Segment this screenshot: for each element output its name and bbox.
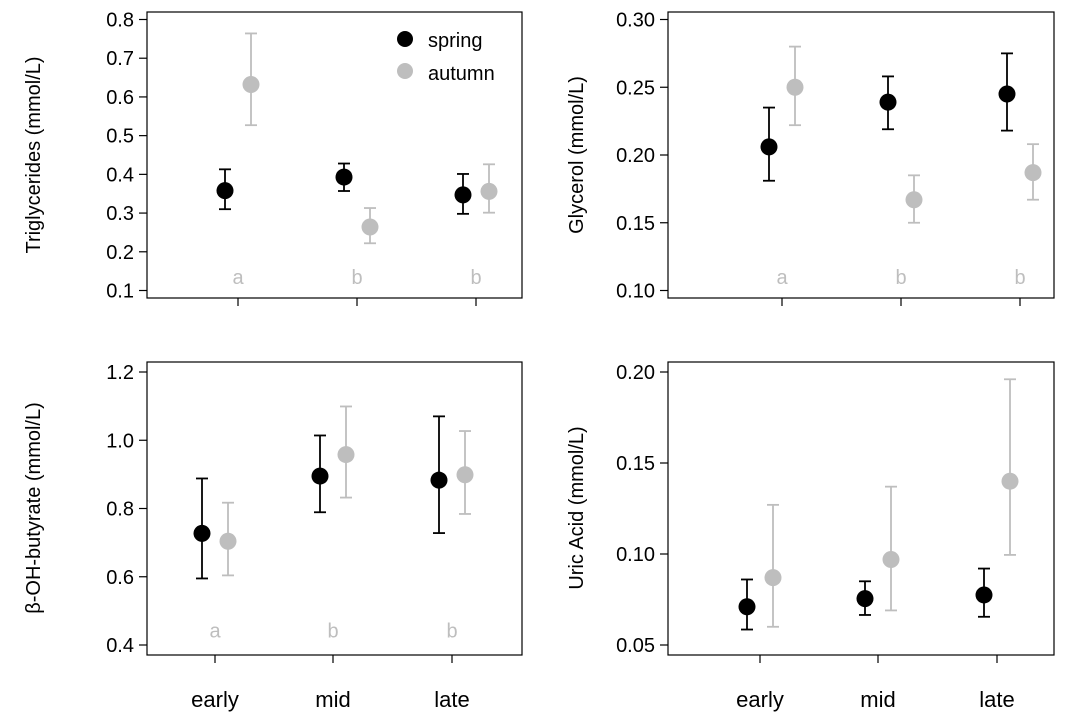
significance-letter: b: [1014, 267, 1025, 289]
y-tick-label: 0.7: [106, 48, 134, 70]
plot-frame: [146, 11, 523, 299]
y-tick-label: 0.8: [106, 10, 134, 32]
data-point-spring-early: [760, 138, 778, 156]
data-point-autumn-late: [480, 182, 498, 200]
data-point-autumn-mid: [905, 191, 923, 209]
y-tick-label: 0.20: [616, 145, 655, 167]
data-point-autumn-mid: [337, 446, 355, 464]
data-point-autumn-mid: [882, 550, 900, 568]
data-point-spring-mid: [335, 168, 353, 186]
y-tick-label: 0.6: [106, 87, 134, 109]
legend-marker-spring: [397, 31, 413, 47]
y-tick-label: 1.2: [106, 362, 134, 384]
legend: spring autumn: [397, 30, 495, 85]
data-point-spring-late: [975, 586, 993, 604]
y-tick-label: 0.6: [106, 567, 134, 589]
x-tick-label-early: early: [191, 687, 239, 712]
significance-letter: b: [895, 267, 906, 289]
data-point-autumn-late: [1001, 472, 1019, 490]
y-tick-label: 0.4: [106, 635, 134, 657]
significance-letter: a: [776, 267, 788, 289]
data-point-spring-early: [193, 524, 211, 542]
significance-letter: a: [232, 267, 244, 289]
x-tick-label-late: late: [434, 687, 469, 712]
y-tick-label: 0.10: [616, 281, 655, 303]
significance-letter: b: [351, 267, 362, 289]
data-point-autumn-late: [456, 466, 474, 484]
plot-frame: [667, 361, 1055, 656]
legend-marker-autumn: [397, 63, 413, 79]
significance-letter: b: [327, 620, 338, 642]
y-tick-label: 0.10: [616, 544, 655, 566]
y-axis-label: Uric Acid (mmol/L): [566, 426, 588, 589]
data-point-autumn-early: [764, 569, 782, 587]
y-tick-label: 0.4: [106, 164, 134, 186]
y-tick-label: 0.30: [616, 10, 655, 32]
y-tick-label: 0.1: [106, 281, 134, 303]
data-point-spring-early: [216, 182, 234, 200]
data-point-autumn-late: [1024, 164, 1042, 182]
x-tick-label-late: late: [979, 687, 1014, 712]
legend-label-spring: spring: [428, 30, 482, 52]
x-tick-label-early: early: [736, 687, 784, 712]
plot-frame: [667, 11, 1055, 299]
y-axis-label: β-OH-butyrate (mmol/L): [23, 402, 45, 614]
panel-uric-acid: Uric Acid (mmol/L) 0.05 0.10 0.15 0.20 early…: [566, 361, 1055, 712]
panel-triglycerides: Triglycerides (mmol/L) spring autumn 0.1…: [23, 10, 523, 306]
y-axis-label: Glycerol (mmol/L): [566, 76, 588, 234]
legend-label-autumn: autumn: [428, 63, 495, 85]
y-tick-label: 0.25: [616, 77, 655, 99]
panel-beta-oh-butyrate: β-OH-butyrate (mmol/L) 0.4 0.6 0.8 1.0 1.2 ea…: [23, 361, 523, 712]
significance-letter: a: [209, 620, 221, 642]
data-point-spring-late: [998, 85, 1016, 103]
y-tick-label: 0.15: [616, 213, 655, 235]
x-tick-label-mid: mid: [315, 687, 350, 712]
data-point-autumn-mid: [361, 218, 379, 236]
y-tick-label: 0.5: [106, 126, 134, 148]
data-point-spring-mid: [856, 590, 874, 608]
data-point-spring-mid: [879, 93, 897, 111]
data-point-autumn-early: [219, 532, 237, 550]
y-tick-label: 0.3: [106, 203, 134, 225]
y-axis-label: Triglycerides (mmol/L): [23, 56, 45, 253]
x-tick-label-mid: mid: [860, 687, 895, 712]
y-tick-label: 0.20: [616, 362, 655, 384]
data-point-spring-late: [454, 186, 472, 204]
data-point-spring-late: [430, 471, 448, 489]
data-point-autumn-early: [242, 76, 260, 94]
significance-letter: b: [470, 267, 481, 289]
significance-letter: b: [446, 620, 457, 642]
y-tick-label: 0.15: [616, 453, 655, 475]
y-tick-label: 0.2: [106, 242, 134, 264]
y-tick-label: 1.0: [106, 430, 134, 452]
data-point-spring-mid: [311, 467, 329, 485]
y-tick-label: 0.05: [616, 635, 655, 657]
panel-glycerol: Glycerol (mmol/L) 0.10 0.15 0.20 0.25 0.30 a b…: [566, 10, 1055, 306]
y-tick-label: 0.8: [106, 499, 134, 521]
data-point-spring-early: [738, 598, 756, 616]
data-point-autumn-early: [786, 78, 804, 96]
